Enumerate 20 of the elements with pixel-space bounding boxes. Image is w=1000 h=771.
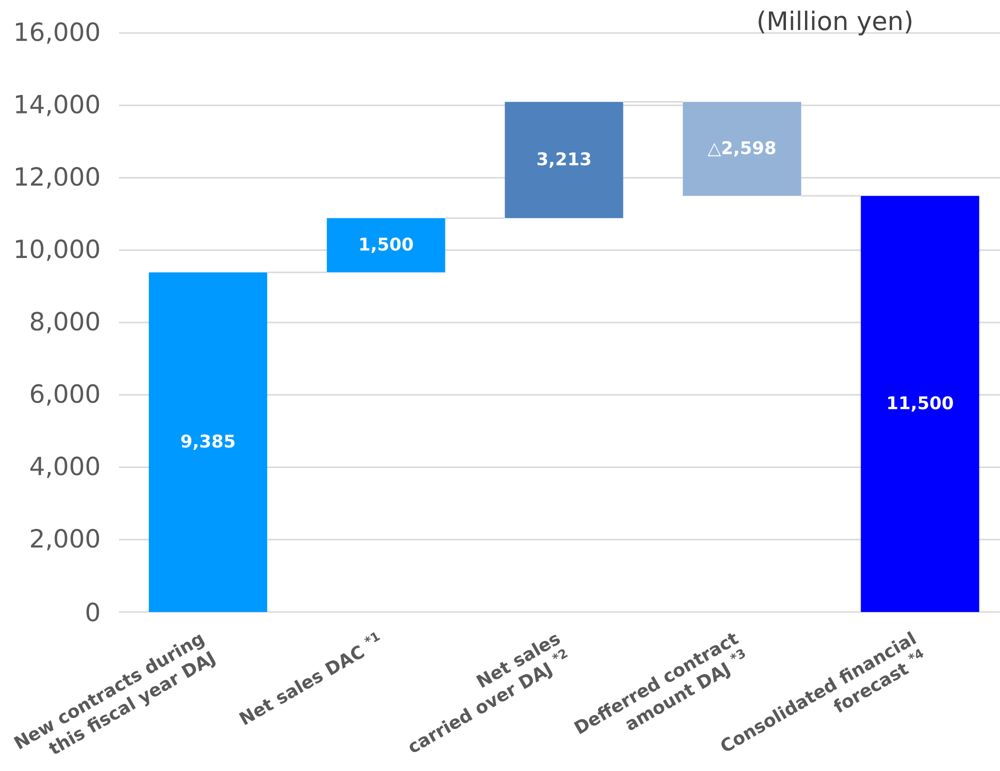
bar — [504, 102, 624, 218]
data-label: 3,213 — [537, 152, 590, 168]
data-label: △2,598 — [708, 141, 776, 157]
data-label: 9,385 — [181, 434, 234, 450]
y-tick-label: 16,000 — [16, 22, 100, 44]
bar — [860, 196, 980, 612]
y-tick-label: 14,000 — [16, 94, 100, 116]
bar — [148, 272, 268, 612]
y-tick-label: 12,000 — [16, 167, 100, 188]
y-tick-label: 6,000 — [30, 384, 100, 406]
y-tick-label: 0 — [86, 602, 100, 622]
bar — [682, 102, 802, 196]
annotation: (Million yen) — [758, 10, 912, 36]
y-tick-label: 10,000 — [16, 239, 100, 261]
data-label: 11,500 — [888, 396, 953, 412]
bar — [326, 218, 446, 272]
y-tick-label: 8,000 — [30, 312, 100, 334]
data-label: 1,500 — [360, 238, 413, 253]
y-tick-label: 4,000 — [30, 456, 100, 478]
y-tick-label: 2,000 — [30, 528, 100, 550]
